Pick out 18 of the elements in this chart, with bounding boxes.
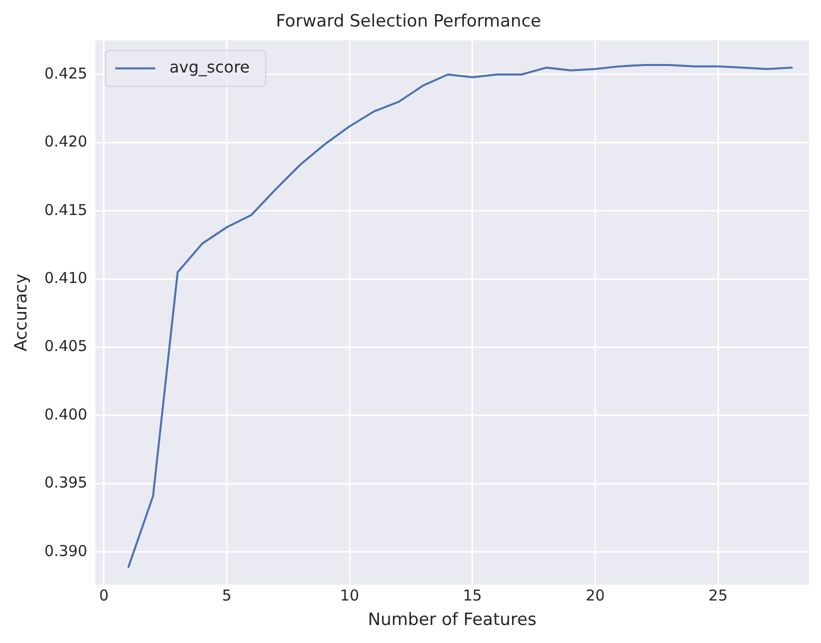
x-tick-label: 20	[586, 586, 605, 604]
x-axis-title: Number of Features	[368, 610, 537, 630]
x-tick-label: 10	[340, 586, 360, 604]
y-tick-label: 0.400	[44, 405, 88, 424]
y-tick-label: 0.410	[44, 268, 88, 287]
x-tick-label: 0	[99, 586, 109, 604]
y-tick-label: 0.395	[44, 474, 88, 492]
y-axis-title: Accuracy	[12, 274, 32, 352]
y-tick-label: 0.405	[44, 337, 88, 356]
x-tick-label: 15	[462, 586, 482, 604]
chart-title: Forward Selection Performance	[276, 12, 542, 32]
y-tick-label: 0.420	[44, 132, 88, 151]
y-tick-label: 0.415	[44, 200, 88, 219]
x-tick-label: 25	[708, 586, 728, 604]
y-tick-label: 0.425	[44, 64, 88, 82]
legend-label: avg_score	[169, 58, 250, 77]
y-tick-label: 0.390	[44, 542, 88, 560]
x-tick-label: 5	[222, 586, 232, 604]
